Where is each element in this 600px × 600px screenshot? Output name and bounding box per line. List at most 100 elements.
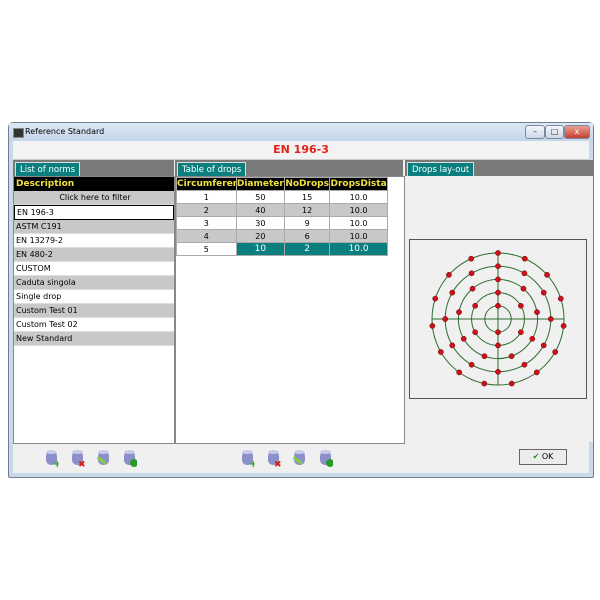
svg-text:+: +: [249, 459, 255, 467]
svg-text:✖: ✖: [274, 460, 281, 467]
window-title: Reference Standard: [25, 127, 105, 136]
norms-tabstrip: List of norms: [13, 160, 174, 177]
table-cell[interactable]: 10.0: [329, 229, 388, 243]
drop-point: [446, 271, 452, 278]
database-confirm-icon[interactable]: [121, 449, 137, 467]
table-cell[interactable]: 20: [235, 229, 286, 243]
drop-point: [544, 271, 550, 278]
drop-point: [547, 316, 554, 322]
table-row[interactable]: 1 50 15 10.0: [176, 190, 388, 204]
drop-point: [456, 309, 462, 315]
table-cell[interactable]: 40: [235, 203, 286, 217]
drop-point: [472, 329, 478, 336]
table-cell[interactable]: 10.0: [329, 190, 388, 204]
drop-point: [495, 302, 501, 309]
database-delete-icon[interactable]: ✖: [265, 449, 281, 467]
table-row[interactable]: 2 40 12 10.0: [176, 203, 388, 217]
table-row[interactable]: 3 30 9 10.0: [176, 216, 388, 230]
norm-item[interactable]: Custom Test 01: [14, 304, 174, 318]
norm-item[interactable]: EN 13279-2: [14, 234, 174, 248]
column-header[interactable]: DropsDista: [329, 177, 388, 191]
drop-point: [521, 361, 528, 368]
drop-point: [560, 323, 567, 329]
table-cell[interactable]: 6: [284, 229, 331, 243]
drop-point: [508, 353, 515, 360]
table-row[interactable]: 5 10 2 10.0: [176, 242, 388, 256]
database-delete-icon[interactable]: ✖: [69, 449, 85, 467]
norm-item[interactable]: EN 480-2: [14, 248, 174, 262]
tab-list-of-norms[interactable]: List of norms: [15, 162, 81, 177]
table-cell[interactable]: 12: [284, 203, 331, 217]
drop-point: [495, 289, 501, 296]
tab-table-of-drops[interactable]: Table of drops: [177, 162, 247, 177]
table-cell[interactable]: 15: [284, 190, 331, 204]
maximize-button[interactable]: □: [545, 125, 564, 139]
close-button[interactable]: x: [564, 125, 590, 139]
drop-point: [472, 302, 478, 309]
drop-point: [529, 335, 536, 342]
drops-layout-view: [409, 239, 587, 399]
table-cell[interactable]: 2: [176, 203, 237, 217]
norm-item[interactable]: Caduta singola: [14, 276, 174, 290]
client-area: EN 196-3 List of norms Table of drops Dr…: [13, 141, 593, 473]
table-cell[interactable]: 10: [235, 242, 286, 256]
drop-point: [518, 302, 524, 309]
drops-table: Circumferer Diameter NoDrops DropsDista 1 50 1…: [176, 177, 388, 256]
database-add-icon[interactable]: +: [239, 449, 255, 467]
drop-point: [495, 263, 501, 270]
table-cell[interactable]: 50: [235, 190, 286, 204]
drop-point: [442, 316, 449, 322]
table-cell[interactable]: 3: [176, 216, 237, 230]
svg-text:✖: ✖: [78, 460, 85, 467]
database-confirm-icon[interactable]: [317, 449, 333, 467]
database-add-icon[interactable]: +: [43, 449, 59, 467]
title-bar: Reference Standard – □ x: [9, 123, 593, 141]
table-cell[interactable]: 5: [176, 242, 237, 256]
drop-point: [468, 361, 475, 368]
drop-point: [518, 329, 524, 336]
drops-tabstrip: Table of drops: [175, 160, 403, 177]
drops-table-panel: Circumferer Diameter NoDrops DropsDista 1 50 1…: [175, 176, 405, 444]
column-header[interactable]: Diameter: [235, 177, 286, 191]
reference-standard-window: Reference Standard – □ x EN 196-3 List o…: [8, 122, 594, 478]
tab-drops-layout[interactable]: Drops lay-out: [407, 162, 475, 177]
drop-point: [449, 342, 456, 349]
drop-point: [495, 329, 501, 336]
checkmark-icon: ✔: [532, 452, 540, 461]
database-edit-icon[interactable]: [291, 449, 307, 467]
drop-point: [520, 285, 527, 292]
drop-point: [481, 380, 488, 387]
description-header[interactable]: Description: [14, 177, 174, 191]
drop-point: [468, 270, 475, 277]
table-row[interactable]: 4 20 6 10.0: [176, 229, 388, 243]
norm-item[interactable]: CUSTOM: [14, 262, 174, 276]
table-cell[interactable]: 10.0: [329, 203, 388, 217]
drops-layout-diagram: [429, 250, 567, 387]
database-edit-icon[interactable]: [95, 449, 111, 467]
table-cell[interactable]: 1: [176, 190, 237, 204]
drop-point: [495, 250, 501, 256]
table-cell[interactable]: 9: [284, 216, 331, 230]
app-icon: [13, 128, 24, 138]
filter-row[interactable]: Click here to filter: [14, 191, 174, 205]
drop-point: [495, 368, 501, 375]
drop-point: [533, 369, 540, 376]
norm-item[interactable]: EN 196-3: [14, 205, 174, 220]
minimize-button[interactable]: –: [525, 125, 545, 139]
norm-item[interactable]: Custom Test 02: [14, 318, 174, 332]
column-header[interactable]: NoDrops: [284, 177, 331, 191]
drop-point: [552, 349, 559, 355]
table-cell[interactable]: 4: [176, 229, 237, 243]
svg-text:+: +: [53, 459, 59, 467]
table-cell[interactable]: 2: [284, 242, 331, 256]
drop-point: [495, 276, 501, 283]
layout-tabstrip: Drops lay-out: [405, 160, 593, 177]
norm-item[interactable]: Single drop: [14, 290, 174, 304]
column-header[interactable]: Circumferer: [176, 177, 237, 191]
norm-item[interactable]: ASTM C191: [14, 220, 174, 234]
table-cell[interactable]: 10.0: [329, 216, 388, 230]
table-cell[interactable]: 30: [235, 216, 286, 230]
norm-item[interactable]: New Standard: [14, 332, 174, 346]
table-cell[interactable]: 10.0: [329, 242, 388, 256]
ok-button[interactable]: ✔ OK: [519, 449, 567, 465]
